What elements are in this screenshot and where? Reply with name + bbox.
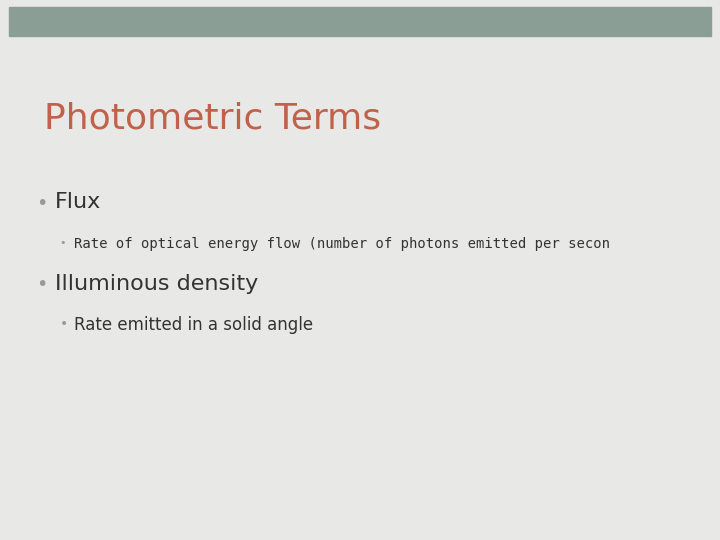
Bar [9, 7, 711, 37]
Text: Rate emitted in a solid angle: Rate emitted in a solid angle [74, 316, 313, 334]
Text: •: • [60, 318, 68, 332]
Text: •: • [36, 194, 48, 213]
Text: Rate of optical energy flow (number of photons emitted per secon: Rate of optical energy flow (number of p… [74, 238, 610, 252]
Text: Flux: Flux [55, 192, 102, 212]
Text: •: • [60, 239, 66, 248]
Text: •: • [36, 275, 48, 294]
Text: Illuminous density: Illuminous density [55, 274, 258, 294]
Text: Photometric Terms: Photometric Terms [45, 102, 382, 136]
